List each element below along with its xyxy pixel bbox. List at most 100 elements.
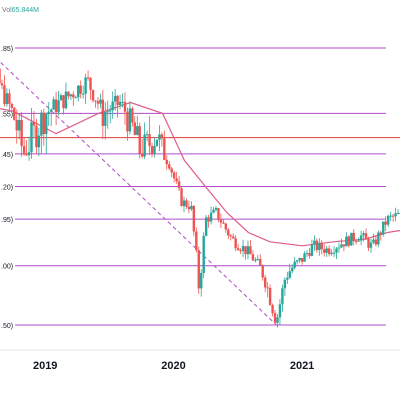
candle-body bbox=[101, 99, 105, 126]
candle-body bbox=[318, 242, 321, 251]
candle-body bbox=[49, 109, 53, 112]
candle-body bbox=[254, 259, 257, 261]
candle-body bbox=[295, 260, 299, 262]
candle-body bbox=[10, 103, 14, 108]
candle-body bbox=[305, 253, 309, 255]
candle-body bbox=[13, 107, 16, 120]
candle-body bbox=[377, 232, 380, 245]
candle-body bbox=[207, 217, 210, 222]
candle-body bbox=[352, 232, 355, 242]
candle-body bbox=[128, 108, 132, 132]
candle-body bbox=[273, 313, 277, 323]
candle-body bbox=[57, 100, 60, 113]
fib-level-label: .85) bbox=[1, 46, 13, 53]
candle-body bbox=[40, 112, 43, 136]
candle-body bbox=[170, 168, 173, 173]
candle-body bbox=[244, 246, 247, 255]
x-axis: 2019 2020 2021 bbox=[0, 349, 400, 372]
candle-body bbox=[396, 213, 400, 215]
candle-body bbox=[118, 101, 122, 106]
candle-body bbox=[308, 253, 311, 256]
candle-body bbox=[5, 93, 9, 105]
candle-body bbox=[288, 271, 291, 278]
candle-body bbox=[229, 235, 232, 237]
candle-body bbox=[155, 139, 159, 146]
candle-body bbox=[219, 219, 223, 223]
candle-body bbox=[77, 85, 80, 98]
candle-body bbox=[140, 153, 144, 157]
candle-body bbox=[15, 119, 18, 131]
candle-body bbox=[372, 239, 375, 243]
candle-body bbox=[369, 242, 373, 248]
candle-body bbox=[54, 99, 58, 113]
candle-body bbox=[364, 233, 368, 239]
fib-level-label: .50) bbox=[1, 323, 13, 330]
candle-body bbox=[158, 134, 161, 140]
candle-body bbox=[266, 287, 269, 289]
candle-body bbox=[62, 95, 65, 109]
candle-body bbox=[386, 215, 390, 225]
candle-body bbox=[37, 135, 41, 148]
x-tick-label: 2021 bbox=[290, 360, 314, 372]
candle-body bbox=[227, 229, 230, 236]
candle-body bbox=[111, 101, 114, 111]
candle-body bbox=[3, 85, 6, 105]
candle-body bbox=[52, 99, 55, 110]
candle-body bbox=[32, 122, 36, 126]
candle-body bbox=[59, 95, 63, 101]
candle-body bbox=[81, 93, 85, 95]
candle-body bbox=[335, 248, 338, 253]
candle-body bbox=[45, 114, 48, 134]
candle-body bbox=[30, 122, 33, 153]
candle-body bbox=[109, 110, 112, 112]
candle-body bbox=[96, 101, 100, 104]
candle-body bbox=[42, 112, 45, 134]
candle-body bbox=[69, 94, 73, 97]
candle-body bbox=[276, 317, 279, 323]
candle-body bbox=[337, 247, 341, 249]
candle-body bbox=[136, 126, 139, 135]
candle-body bbox=[20, 120, 23, 147]
candle-body bbox=[239, 250, 242, 252]
candle-body bbox=[293, 261, 296, 268]
candle-body bbox=[64, 91, 68, 109]
candle-body bbox=[357, 240, 360, 242]
candle-body bbox=[374, 239, 378, 245]
candle-body bbox=[143, 134, 146, 157]
candle-body bbox=[202, 235, 205, 273]
candle-body bbox=[389, 215, 392, 217]
candle-body bbox=[286, 277, 289, 280]
candle-body bbox=[281, 288, 284, 305]
volume-readout: Vol65.844M bbox=[2, 7, 39, 14]
fib-level-label: .95) bbox=[1, 217, 13, 224]
candle-body bbox=[367, 238, 370, 248]
candle-body bbox=[113, 95, 117, 102]
candle-body bbox=[313, 240, 316, 245]
candle-body bbox=[391, 215, 395, 217]
fib-level-label: .20) bbox=[1, 185, 13, 192]
candle-body bbox=[185, 200, 188, 207]
fib-level-label: .00) bbox=[1, 264, 13, 271]
candle-body bbox=[168, 164, 171, 169]
candle-body bbox=[67, 91, 70, 97]
candle-body bbox=[261, 265, 264, 278]
fib-level-label: .45) bbox=[1, 152, 13, 159]
fibonacci-levels: .85) .55) .45) .20) .95) .00) .50) bbox=[1, 46, 386, 330]
candle-body bbox=[133, 122, 137, 135]
candle-body bbox=[291, 267, 294, 272]
volume-value: 65.844M bbox=[12, 7, 39, 14]
trend-line[interactable] bbox=[0, 48, 277, 326]
candle-body bbox=[79, 85, 82, 94]
candle-body bbox=[209, 212, 213, 222]
candle-body bbox=[379, 232, 383, 235]
candle-body bbox=[150, 146, 154, 155]
candle-body bbox=[131, 108, 134, 123]
candle-body bbox=[138, 126, 141, 154]
candles bbox=[0, 68, 400, 328]
candle-body bbox=[27, 152, 31, 156]
candle-body bbox=[298, 257, 301, 261]
candle-body bbox=[91, 89, 95, 101]
candle-body bbox=[180, 188, 183, 206]
candle-body bbox=[362, 233, 365, 236]
